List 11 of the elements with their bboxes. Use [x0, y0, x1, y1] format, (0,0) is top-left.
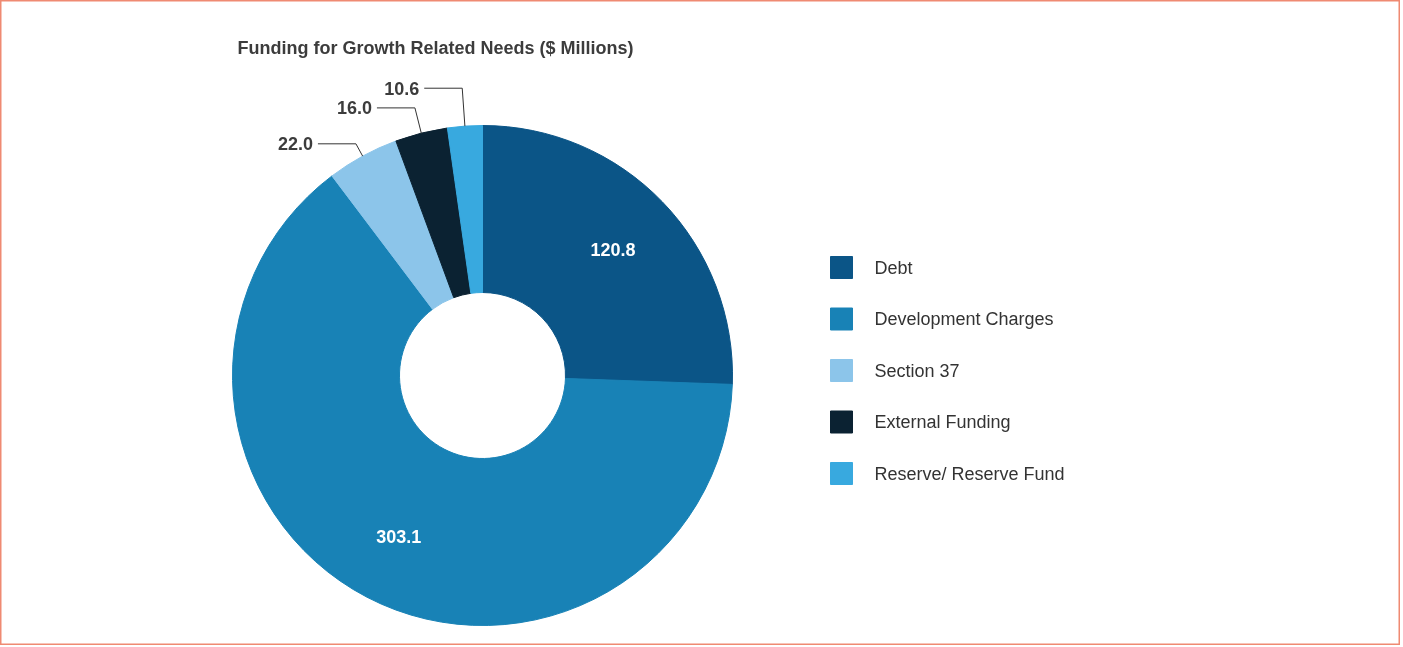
legend-label: Debt	[874, 257, 913, 278]
data-label: 16.0	[336, 98, 372, 119]
legend-label: Section 37	[874, 360, 960, 381]
legend-label: Reserve/ Reserve Fund	[874, 463, 1065, 484]
legend-label: External Funding	[874, 412, 1011, 432]
data-label: 303.1	[376, 526, 422, 547]
legend-label: Development Charges	[874, 309, 1054, 329]
chart-title: Funding for Growth Related Needs ($ Millions)	[237, 37, 634, 58]
data-label: 120.8	[590, 239, 636, 260]
data-label: 10.6	[384, 78, 420, 99]
data-label: 22.0	[277, 134, 313, 155]
